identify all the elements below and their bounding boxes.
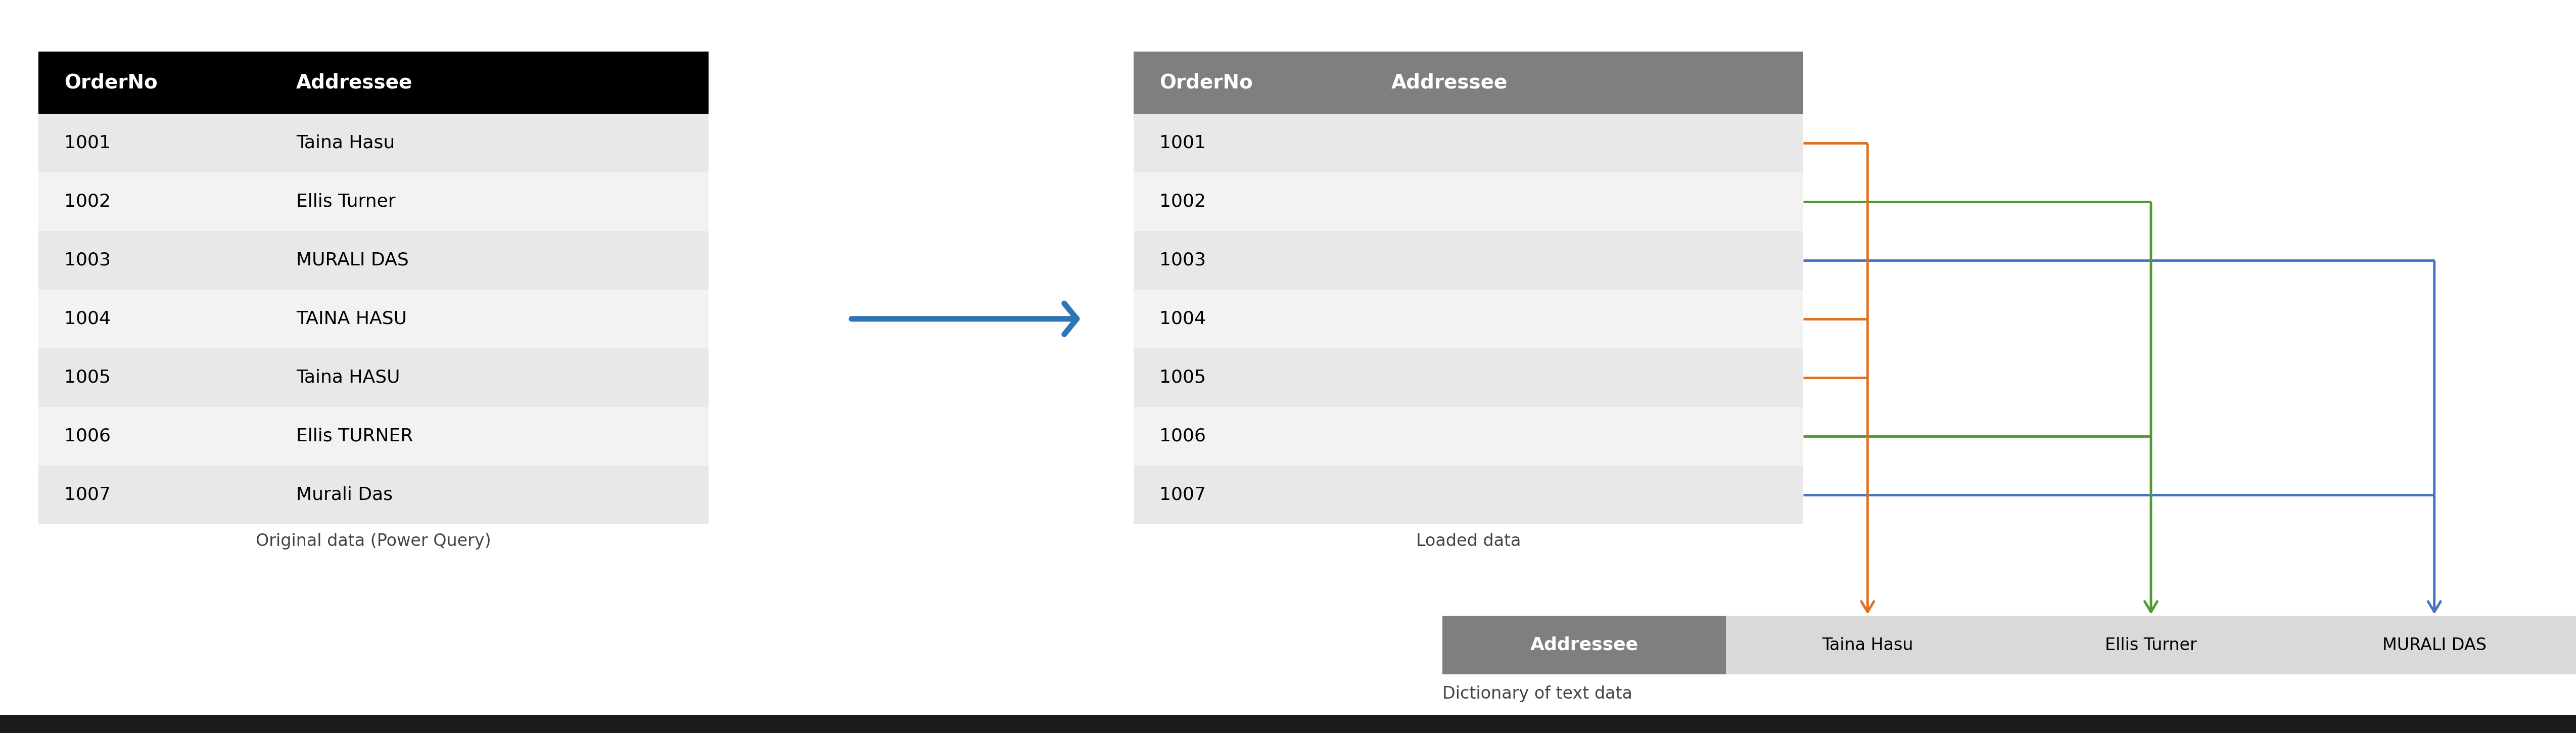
Text: Loaded data: Loaded data xyxy=(1417,533,1520,550)
FancyBboxPatch shape xyxy=(39,231,270,290)
FancyBboxPatch shape xyxy=(39,290,270,348)
FancyBboxPatch shape xyxy=(270,231,708,290)
FancyBboxPatch shape xyxy=(0,715,2576,733)
FancyBboxPatch shape xyxy=(270,465,708,524)
Text: 1005: 1005 xyxy=(64,369,111,386)
FancyBboxPatch shape xyxy=(270,114,708,172)
FancyBboxPatch shape xyxy=(270,172,708,231)
FancyBboxPatch shape xyxy=(1133,114,1365,172)
FancyBboxPatch shape xyxy=(39,465,270,524)
Text: 1001: 1001 xyxy=(1159,134,1206,152)
FancyBboxPatch shape xyxy=(1133,290,1365,348)
FancyBboxPatch shape xyxy=(2293,616,2576,674)
FancyBboxPatch shape xyxy=(39,51,270,114)
FancyBboxPatch shape xyxy=(1133,231,1365,290)
FancyBboxPatch shape xyxy=(1365,348,1803,407)
FancyBboxPatch shape xyxy=(270,407,708,465)
Text: MURALI DAS: MURALI DAS xyxy=(2383,637,2486,653)
Text: MURALI DAS: MURALI DAS xyxy=(296,251,410,269)
FancyBboxPatch shape xyxy=(1365,172,1803,231)
Text: OrderNo: OrderNo xyxy=(1159,73,1252,92)
FancyBboxPatch shape xyxy=(1443,616,1726,674)
Text: 1006: 1006 xyxy=(1159,427,1206,445)
Text: Addressee: Addressee xyxy=(1530,636,1638,654)
FancyBboxPatch shape xyxy=(1726,616,2009,674)
Text: 1007: 1007 xyxy=(1159,486,1206,504)
FancyBboxPatch shape xyxy=(2009,616,2293,674)
FancyBboxPatch shape xyxy=(270,348,708,407)
FancyBboxPatch shape xyxy=(1365,114,1803,172)
Text: Dictionary of text data: Dictionary of text data xyxy=(1443,685,1633,702)
Text: Addressee: Addressee xyxy=(1391,73,1507,92)
FancyBboxPatch shape xyxy=(1365,465,1803,524)
Text: OrderNo: OrderNo xyxy=(64,73,157,92)
FancyBboxPatch shape xyxy=(1133,348,1365,407)
FancyBboxPatch shape xyxy=(1365,51,1803,114)
Text: Taina Hasu: Taina Hasu xyxy=(1821,637,1914,653)
FancyBboxPatch shape xyxy=(270,290,708,348)
Text: 1003: 1003 xyxy=(1159,251,1206,269)
Text: 1005: 1005 xyxy=(1159,369,1206,386)
Text: TAINA HASU: TAINA HASU xyxy=(296,310,407,328)
Text: 1006: 1006 xyxy=(64,427,111,445)
Text: Ellis TURNER: Ellis TURNER xyxy=(296,427,412,445)
FancyBboxPatch shape xyxy=(1133,407,1365,465)
FancyBboxPatch shape xyxy=(1365,290,1803,348)
Text: Addressee: Addressee xyxy=(296,73,412,92)
Text: 1002: 1002 xyxy=(1159,193,1206,210)
Text: 1002: 1002 xyxy=(64,193,111,210)
FancyBboxPatch shape xyxy=(1365,231,1803,290)
FancyBboxPatch shape xyxy=(39,407,270,465)
Text: 1007: 1007 xyxy=(64,486,111,504)
FancyBboxPatch shape xyxy=(39,348,270,407)
Text: Ellis Turner: Ellis Turner xyxy=(296,193,397,210)
Text: 1001: 1001 xyxy=(64,134,111,152)
FancyBboxPatch shape xyxy=(1133,51,1365,114)
Text: Original data (Power Query): Original data (Power Query) xyxy=(255,533,492,550)
FancyBboxPatch shape xyxy=(39,114,270,172)
Text: Murali Das: Murali Das xyxy=(296,486,392,504)
FancyBboxPatch shape xyxy=(270,51,708,114)
FancyBboxPatch shape xyxy=(39,172,270,231)
FancyBboxPatch shape xyxy=(1133,172,1365,231)
Text: 1004: 1004 xyxy=(64,310,111,328)
Text: Taina Hasu: Taina Hasu xyxy=(296,134,394,152)
Text: 1003: 1003 xyxy=(64,251,111,269)
FancyBboxPatch shape xyxy=(1365,407,1803,465)
Text: Taina HASU: Taina HASU xyxy=(296,369,399,386)
Text: Ellis Turner: Ellis Turner xyxy=(2105,637,2197,653)
Text: 1004: 1004 xyxy=(1159,310,1206,328)
FancyBboxPatch shape xyxy=(1133,465,1365,524)
